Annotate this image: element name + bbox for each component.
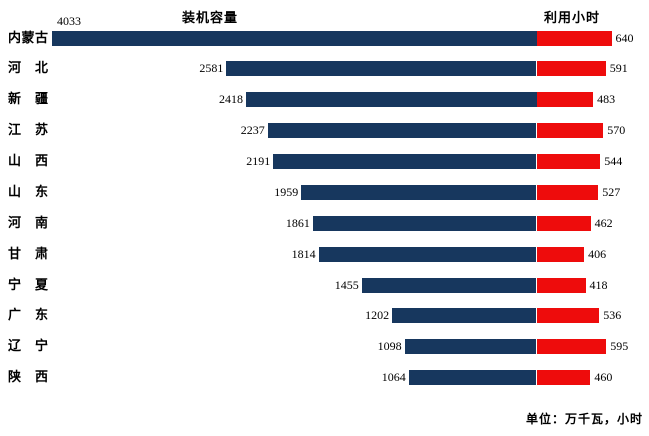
capacity-bar xyxy=(392,308,537,324)
chart-row: 山西 2191 544 xyxy=(0,154,649,169)
capacity-series-title: 装机容量 xyxy=(182,11,239,26)
hours-bar xyxy=(536,184,599,200)
capacity-value-label: 2581 xyxy=(199,61,224,76)
hours-bar xyxy=(536,370,591,386)
hours-bar xyxy=(536,92,594,108)
chart-row: 山东 1959 527 xyxy=(0,184,649,200)
chart-row: 宁夏 1455 418 xyxy=(0,277,649,293)
chart-row: 河南 1861 462 xyxy=(0,215,649,231)
chart-row: 辽宁 1098 595 xyxy=(0,339,649,355)
capacity-bar xyxy=(301,184,537,200)
category-label: 辽宁 xyxy=(8,339,48,355)
hours-value-label: 536 xyxy=(603,308,622,323)
category-label: 江苏 xyxy=(8,123,48,139)
hours-bar xyxy=(536,215,591,231)
category-label: 河南 xyxy=(8,215,48,231)
capacity-bar xyxy=(246,92,537,108)
hours-value-label: 527 xyxy=(602,184,621,199)
hours-bar xyxy=(536,308,600,324)
hours-value-label: 595 xyxy=(610,339,629,354)
category-label: 宁夏 xyxy=(8,277,48,293)
capacity-bar xyxy=(312,215,537,231)
capacity-value-label: 2237 xyxy=(240,123,265,138)
hours-bar xyxy=(536,339,607,355)
chart-row: 甘肃 1814 406 xyxy=(0,246,649,262)
hours-bar xyxy=(536,123,604,139)
capacity-bar xyxy=(318,246,537,262)
capacity-bar xyxy=(404,339,537,355)
capacity-value-label: 1959 xyxy=(274,184,299,199)
hours-value-label: 483 xyxy=(597,92,616,107)
hours-bar xyxy=(536,246,585,262)
category-label: 广东 xyxy=(8,308,48,324)
capacity-value-label: 2191 xyxy=(246,154,271,168)
hours-value-label: 640 xyxy=(615,30,634,45)
hours-bar xyxy=(536,277,586,293)
capacity-value-label: 1455 xyxy=(334,277,359,292)
capacity-bar xyxy=(361,277,537,293)
hours-value-label: 406 xyxy=(588,246,607,261)
capacity-bar xyxy=(408,370,537,386)
capacity-bar xyxy=(267,123,537,139)
hours-value-label: 418 xyxy=(589,277,608,292)
chart-row: 河北 2581 591 xyxy=(0,61,649,77)
hours-value-label: 544 xyxy=(604,154,623,168)
chart-row: 内蒙古 4033 640 xyxy=(0,14,649,46)
chart-row: 广东 1202 536 xyxy=(0,308,649,324)
category-label: 甘肃 xyxy=(8,246,48,262)
chart-row: 江苏 2237 570 xyxy=(0,123,649,139)
capacity-value-label: 1064 xyxy=(381,370,406,385)
category-label: 新疆 xyxy=(8,92,48,108)
hours-value-label: 591 xyxy=(609,61,628,76)
capacity-value-label: 2418 xyxy=(219,92,243,107)
capacity-bar xyxy=(52,30,537,46)
category-label: 陕西 xyxy=(8,370,48,386)
hours-value-label: 460 xyxy=(594,370,613,385)
capacity-value-label: 1861 xyxy=(285,215,310,230)
hours-value-label: 570 xyxy=(607,123,626,138)
capacity-bar xyxy=(273,154,537,169)
category-label: 河北 xyxy=(8,61,48,77)
capacity-value-label: 1202 xyxy=(365,308,390,323)
capacity-bar xyxy=(226,61,537,77)
chart-row: 陕西 1064 460 xyxy=(0,370,649,386)
hours-bar xyxy=(536,61,606,77)
hours-bar xyxy=(536,30,612,46)
capacity-value-label: 4033 xyxy=(57,13,81,28)
category-label: 山东 xyxy=(8,184,48,200)
category-label: 内蒙古 xyxy=(8,30,48,46)
capacity-value-label: 1814 xyxy=(291,246,316,261)
capacity-value-label: 1098 xyxy=(377,339,402,354)
hours-series-title: 利用小时 xyxy=(544,11,601,26)
hours-bar xyxy=(536,154,601,169)
category-label: 山西 xyxy=(8,154,48,169)
hours-value-label: 462 xyxy=(594,215,613,230)
chart-row: 新疆 2418 483 xyxy=(0,92,649,108)
unit-note: 单位：万千瓦，小时 xyxy=(525,412,643,426)
